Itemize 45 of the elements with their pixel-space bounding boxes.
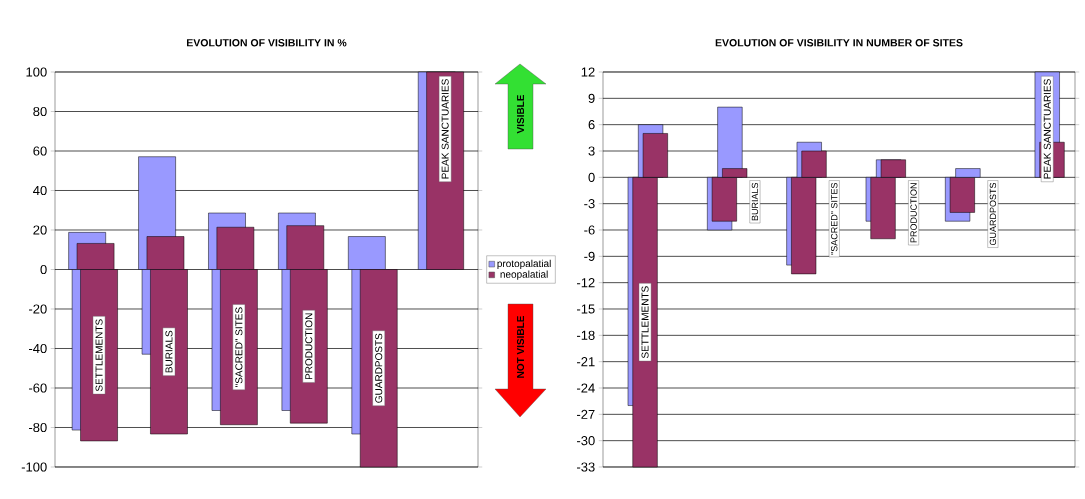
y-tick-label: 100: [26, 67, 47, 77]
y-tick-label: -33: [576, 462, 595, 472]
chart-title: EVOLUTION OF VISIBILITY IN NUMBER OF SITES: [715, 39, 963, 47]
y-tick-label: -15: [576, 304, 595, 314]
y-tick-label: -12: [576, 278, 595, 288]
y-tick-label: 6: [588, 120, 595, 130]
y-tick-label: -80: [28, 422, 47, 433]
y-tick-label: 60: [33, 146, 47, 156]
y-tick-label: 0: [40, 264, 47, 275]
y-tick-label: 12: [581, 67, 595, 77]
y-tick-label: 40: [33, 185, 47, 196]
x-tick-label: PRODUCTION: [305, 313, 313, 380]
x-tick-label: "SACRED" SITES: [831, 182, 838, 255]
x-tick-label: SETTLEMENTS: [95, 319, 103, 392]
y-tick-label: 9: [588, 93, 595, 103]
y-tick-label: -3: [584, 199, 595, 209]
x-tick-label: "SACRED" SITES: [235, 307, 243, 387]
y-tick-label: -100: [21, 462, 47, 472]
y-tick-label: -60: [28, 383, 47, 393]
y-tick-label: -20: [28, 304, 47, 314]
x-tick-label: BURIALS: [165, 330, 173, 373]
y-tick-label: -9: [584, 251, 595, 261]
x-tick-label: GUARDPOSTS: [989, 182, 997, 246]
y-tick-label: 20: [33, 225, 47, 235]
y-tick-label: -30: [576, 436, 595, 446]
y-tick-label: 0: [588, 172, 595, 182]
chart-title: EVOLUTION OF VISIBILITY IN %: [187, 39, 347, 47]
x-tick-label: PRODUCTION: [910, 183, 917, 243]
x-tick-label: SETTLEMENTS: [641, 286, 649, 359]
x-tick-label: GUARDPOSTS: [375, 333, 383, 403]
y-tick-label: -21: [576, 357, 595, 367]
legend-label: neopalatial: [500, 270, 548, 280]
y-tick-label: -6: [584, 225, 595, 235]
legend-label: protopalatial: [497, 259, 551, 270]
x-tick-label: BURIALS: [751, 182, 759, 221]
x-tick-label: PEAK SANCTUARIES: [441, 79, 449, 179]
y-tick-label: -24: [576, 383, 595, 393]
y-tick-label: 80: [33, 106, 47, 117]
y-tick-label: -27: [576, 409, 595, 419]
y-tick-label: -40: [28, 343, 47, 354]
y-tick-label: 3: [588, 146, 595, 156]
x-tick-label: PEAK SANCTUARIES: [1043, 79, 1051, 179]
text: VISIBLE: [516, 94, 525, 134]
text: NOT VISIBLE: [516, 315, 525, 378]
y-tick-label: -18: [576, 330, 595, 340]
